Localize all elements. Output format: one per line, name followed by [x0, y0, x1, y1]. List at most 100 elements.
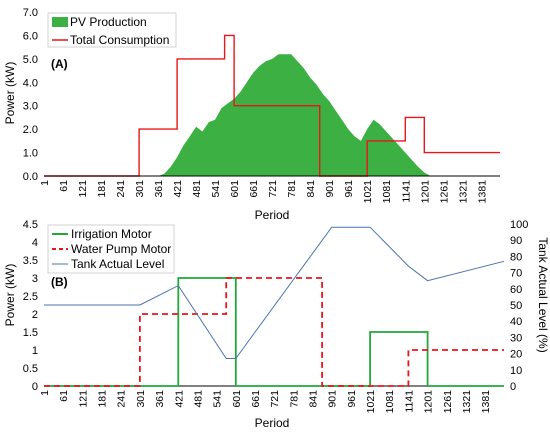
y-tick-label: 3	[32, 273, 38, 285]
x-tick-label: 181	[96, 180, 108, 198]
chart-a-y-tick-labels: 0.0 1.0 2.0 3.0 4.0 5.0 6.0 7.0	[23, 7, 38, 183]
series-irrigation-motor	[44, 277, 504, 387]
chart-a: 0.01.02.03.04.05.06.07.0 Power (kW) 1 61 1…	[3, 7, 500, 222]
legend-entry-irrigation-motor: Irrigation Motor	[52, 227, 152, 241]
y2-tick-label: 80	[510, 251, 522, 263]
x-tick-label: 421	[172, 180, 184, 198]
y2-tick-label: 10	[510, 365, 522, 377]
x-tick-label: 1081	[381, 180, 393, 204]
series-total-consumption	[44, 34, 500, 177]
y-tick-label: 2	[32, 309, 38, 321]
y-tick-label: 4.5	[23, 219, 38, 231]
x-tick-label: 961	[343, 180, 355, 198]
chart-a-legend-box	[47, 12, 177, 48]
chart-b-y-tick-labels: 0 0.5 1 1.5 2 2.5 3 3.5 4 4.5	[23, 219, 38, 393]
x-tick-label: 721	[267, 180, 279, 198]
legend-label-pv-production: PV Production	[70, 15, 147, 29]
chart-a-legend: PV Production Total Consumption	[47, 12, 177, 48]
legend-entry-pv-production: PV Production	[52, 15, 147, 29]
x-tick-label: 1381	[480, 390, 492, 414]
y2-tick-label: 50	[510, 300, 522, 312]
chart-a-y-axis-title: Power (kW)	[3, 62, 17, 125]
x-tick-label: 901	[327, 390, 339, 408]
chart-b-panel-label: (B)	[51, 275, 68, 289]
x-tick-label: 1	[39, 180, 51, 186]
x-tick-label: 541	[210, 180, 222, 198]
legend-swatch-pv-production	[52, 17, 68, 27]
x-tick-label: 121	[77, 180, 89, 198]
x-tick-label: 961	[346, 390, 358, 408]
chart-b-series	[44, 226, 505, 387]
series-tank-actual-level	[44, 226, 505, 359]
x-tick-label: 301	[135, 390, 147, 408]
y-tick-label: 7.0	[23, 7, 38, 19]
x-tick-label: 1141	[403, 390, 415, 413]
x-tick-label: 241	[116, 390, 128, 408]
x-tick-label: 781	[286, 180, 298, 198]
chart-a-series	[44, 34, 500, 177]
x-tick-label: 1261	[442, 390, 454, 414]
x-tick-label: 661	[250, 390, 262, 408]
y-tick-label: 6.0	[23, 30, 38, 42]
x-tick-label: 601	[231, 390, 243, 408]
y2-tick-label: 20	[510, 349, 522, 361]
x-tick-label: 1381	[476, 180, 488, 204]
x-tick-label: 841	[308, 390, 320, 408]
x-tick-label: 721	[269, 390, 281, 408]
y-tick-label: 4	[32, 237, 38, 249]
y2-tick-label: 90	[510, 235, 522, 247]
y2-tick-label: 40	[510, 316, 522, 328]
y-tick-label: 5.0	[23, 54, 38, 66]
x-tick-label: 1201	[419, 180, 431, 204]
x-tick-label: 241	[115, 180, 127, 198]
y2-tick-label: 0	[510, 381, 516, 393]
chart-b-legend-box	[47, 224, 175, 274]
x-tick-label: 541	[212, 390, 224, 408]
x-tick-label: 1021	[362, 180, 374, 204]
y-tick-label: 1	[32, 345, 38, 357]
chart-b-y2-axis-title: Tank Actual Level (%)	[536, 237, 550, 352]
chart-a-x-axis-title: Period	[255, 208, 290, 222]
x-tick-label: 181	[97, 390, 109, 408]
x-tick-label: 1141	[400, 180, 412, 203]
x-tick-label: 481	[191, 180, 203, 198]
legend-label-total-consumption: Total Consumption	[70, 33, 169, 47]
series-water-pump-motor	[44, 277, 504, 387]
x-tick-label: 301	[134, 180, 146, 198]
y-tick-label: 3.0	[23, 101, 38, 113]
legend-label-water-pump-motor: Water Pump Motor	[71, 242, 171, 256]
y-tick-label: 2.5	[23, 291, 38, 303]
x-tick-label: 601	[229, 180, 241, 198]
legend-entry-water-pump-motor: Water Pump Motor	[52, 242, 171, 256]
x-tick-label: 1321	[457, 180, 469, 204]
y2-tick-label: 30	[510, 332, 522, 344]
x-tick-label: 1321	[461, 390, 473, 414]
y2-tick-label: 100	[510, 219, 528, 231]
y-tick-label: 0	[32, 381, 38, 393]
chart-b-x-tick-labels: 1 61 121 181 241 301 361 421 481 541 601 661 721 781 8…	[39, 390, 492, 414]
x-tick-label: 61	[58, 390, 70, 402]
chart-b-y-axis-title: Power (kW)	[3, 264, 17, 327]
legend-label-tank-actual-level: Tank Actual Level	[71, 257, 164, 271]
chart-b-x-axis-title: Period	[255, 416, 290, 430]
x-tick-label: 841	[305, 180, 317, 198]
y2-tick-label: 60	[510, 284, 522, 296]
x-tick-label: 361	[153, 180, 165, 198]
legend-entry-total-consumption: Total Consumption	[52, 33, 169, 47]
series-pv-production	[158, 54, 431, 177]
chart-b-y2-tick-labels: 0 10 20 30 40 50 60 70 80 90 100	[510, 219, 528, 393]
x-tick-label: 481	[192, 390, 204, 408]
y-tick-label: 4.0	[23, 77, 38, 89]
y-tick-label: 1.5	[23, 327, 38, 339]
y-tick-label: 3.5	[23, 255, 38, 267]
x-tick-label: 1021	[365, 390, 377, 414]
x-tick-label: 61	[58, 180, 70, 192]
x-tick-label: 361	[154, 390, 166, 408]
chart-b-legend: Irrigation Motor Water Pump Motor Tank A…	[47, 224, 175, 274]
x-tick-label: 781	[288, 390, 300, 408]
y-tick-label: 2.0	[23, 124, 38, 136]
y-tick-label: 0.0	[23, 171, 38, 183]
x-tick-label: 1261	[438, 180, 450, 204]
chart-a-panel-label: (A)	[51, 57, 68, 71]
